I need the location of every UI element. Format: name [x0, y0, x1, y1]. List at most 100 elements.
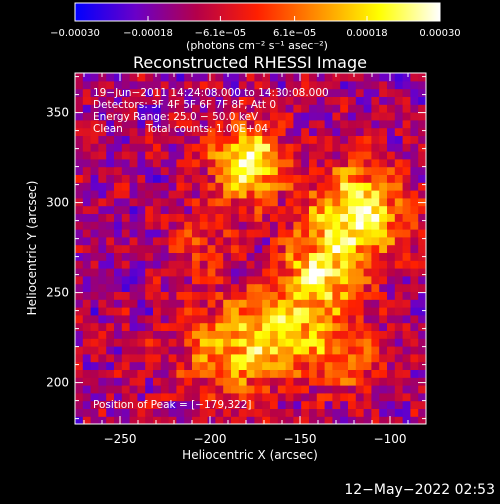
heatmap-cell	[215, 338, 224, 347]
heatmap-cell	[316, 353, 326, 363]
heatmap-cell	[270, 73, 279, 82]
heatmap-cell	[153, 244, 162, 253]
heatmap-cell	[231, 400, 240, 409]
heatmap-cell	[340, 361, 349, 370]
heatmap-cell	[340, 353, 349, 363]
heatmap-cell	[246, 88, 255, 97]
heatmap-cell	[129, 408, 138, 417]
heatmap-cell	[340, 205, 349, 214]
heatmap-cell	[348, 275, 357, 285]
plot-timestamp: 12−May−2022 02:53	[344, 482, 495, 498]
heatmap-cell	[176, 268, 185, 277]
heatmap-cell	[394, 369, 404, 378]
heatmap-cell	[215, 361, 224, 370]
heatmap-cell	[340, 112, 349, 121]
heatmap-cell	[98, 80, 107, 90]
heatmap-cell	[293, 330, 302, 339]
heatmap-cell	[145, 377, 154, 386]
heatmap-cell	[309, 104, 318, 113]
heatmap-cell	[254, 283, 263, 292]
heatmap-cell	[379, 392, 388, 402]
heatmap-cell	[145, 104, 154, 113]
heatmap-cell	[348, 73, 357, 82]
heatmap-cell	[199, 416, 209, 424]
heatmap-cell	[82, 385, 92, 394]
heatmap-cell	[301, 377, 310, 386]
heatmap-cell	[293, 314, 302, 324]
heatmap-cell	[254, 338, 263, 347]
heatmap-cell	[199, 119, 209, 129]
heatmap-cell	[394, 361, 404, 370]
heatmap-cell	[121, 158, 131, 168]
heatmap-cell	[371, 166, 380, 175]
heatmap-cell	[75, 96, 84, 105]
heatmap-cell	[277, 182, 287, 191]
heatmap-cell	[309, 252, 318, 261]
heatmap-cell	[121, 182, 131, 191]
heatmap-cell	[160, 283, 170, 292]
heatmap-cell	[324, 385, 333, 394]
heatmap-cell	[254, 385, 263, 394]
heatmap-cell	[121, 385, 131, 394]
y-tick-label: 250	[46, 286, 69, 300]
heatmap-cell	[402, 205, 411, 214]
heatmap-cell	[82, 369, 92, 378]
heatmap-cell	[199, 73, 209, 82]
heatmap-cell	[301, 283, 310, 292]
heatmap-cell	[402, 392, 411, 402]
heatmap-cell	[270, 166, 279, 175]
heatmap-cell	[207, 275, 216, 285]
heatmap-cell	[293, 182, 302, 191]
heatmap-cell	[168, 213, 177, 222]
heatmap-cell	[293, 275, 302, 285]
heatmap-cell	[246, 197, 255, 207]
heatmap-cell	[223, 322, 232, 331]
heatmap-cell	[106, 104, 115, 113]
heatmap-cell	[75, 190, 84, 199]
heatmap-cell	[168, 361, 177, 370]
heatmap-cell	[121, 377, 131, 386]
heatmap-cell	[293, 80, 302, 90]
heatmap-cell	[106, 96, 115, 105]
heatmap-cell	[129, 416, 138, 424]
heatmap-cell	[394, 268, 404, 277]
heatmap-cell	[402, 127, 411, 136]
heatmap-cell	[114, 119, 123, 129]
heatmap-cell	[262, 158, 271, 168]
heatmap-cell	[82, 377, 92, 386]
heatmap-cell	[184, 229, 193, 238]
heatmap-cell	[246, 392, 255, 402]
heatmap-cell	[176, 314, 185, 324]
heatmap-cell	[98, 158, 107, 168]
heatmap-cell	[184, 112, 193, 121]
heatmap-cell	[246, 416, 255, 424]
heatmap-cell	[270, 190, 279, 199]
heatmap-cell	[129, 307, 138, 316]
heatmap-cell	[168, 182, 177, 191]
heatmap-cell	[114, 314, 123, 324]
heatmap-cell	[254, 299, 263, 308]
heatmap-cell	[114, 73, 123, 82]
heatmap-cell	[98, 112, 107, 121]
heatmap-cell	[215, 166, 224, 175]
heatmap-cell	[387, 252, 396, 261]
heatmap-cell	[75, 322, 84, 331]
heatmap-cell	[114, 322, 123, 331]
heatmap-cell	[277, 127, 287, 136]
heatmap-cell	[223, 244, 232, 253]
heatmap-cell	[324, 143, 333, 152]
heatmap-cell	[363, 338, 372, 347]
heatmap-cell	[184, 135, 193, 144]
heatmap-cell	[402, 322, 411, 331]
heatmap-cell	[410, 260, 419, 269]
heatmap-cell	[90, 229, 99, 238]
heatmap-cell	[309, 182, 318, 191]
heatmap-cell	[387, 143, 396, 152]
heatmap-cell	[340, 88, 349, 97]
heatmap-cell	[418, 353, 426, 363]
heatmap-cell	[254, 166, 263, 175]
heatmap-cell	[379, 307, 388, 316]
heatmap-cell	[184, 283, 193, 292]
heatmap-cell	[340, 346, 349, 355]
heatmap-cell	[145, 190, 154, 199]
